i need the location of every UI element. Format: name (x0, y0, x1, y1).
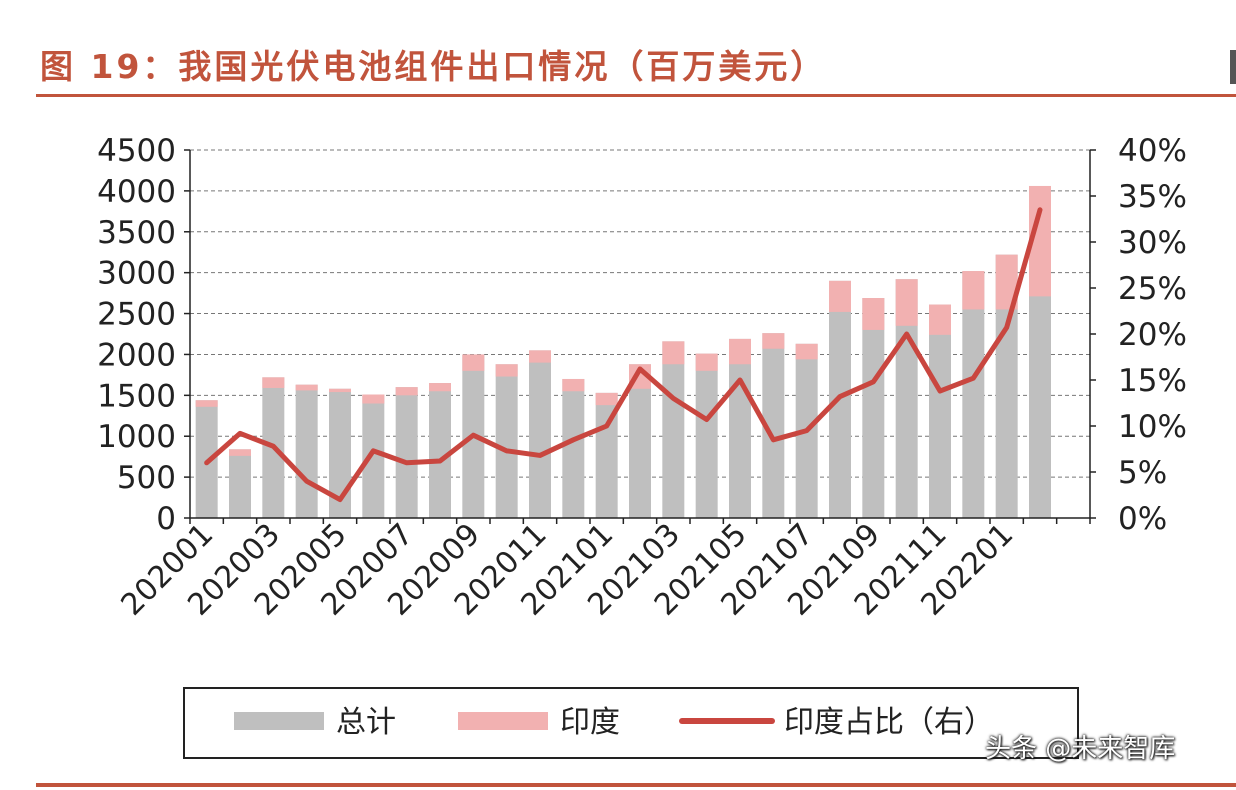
y-right-tick-label: 5% (1118, 455, 1167, 491)
bar-india (862, 298, 885, 330)
y-left-tick-label: 3000 (97, 256, 176, 292)
corner-mark (1230, 50, 1236, 84)
bar-total (862, 298, 885, 518)
bar-india (695, 353, 718, 371)
bar-india (295, 384, 318, 391)
bar-india (329, 388, 351, 393)
bar-total (562, 378, 585, 518)
y-left-tick-label: 0 (156, 501, 176, 537)
y-right-tick-label: 15% (1118, 363, 1187, 399)
legend: 总计 印度 印度占比（右） (183, 687, 1079, 759)
y-left-tick-label: 3500 (97, 215, 176, 251)
line-series (204, 207, 1043, 503)
bar-total (395, 387, 418, 518)
y-right-tick-label: 25% (1118, 271, 1187, 307)
bar-india (895, 279, 918, 326)
bottom-divider (36, 783, 1236, 787)
legend-label-total: 总计 (336, 705, 396, 740)
bar-total (995, 254, 1018, 519)
bar-series (195, 185, 1051, 519)
bar-total (495, 364, 518, 518)
y-right-tick-label: 0% (1118, 501, 1167, 537)
y-right-tick-label: 40% (1118, 133, 1187, 169)
y-left-tick-label: 2500 (97, 297, 176, 333)
bar-total (695, 353, 718, 518)
y-left-tick-label: 4000 (97, 174, 176, 210)
bar-india (962, 271, 985, 310)
bar-total (729, 338, 751, 518)
bar-india (829, 280, 851, 312)
bar-total (195, 400, 218, 518)
bar-india (529, 350, 551, 363)
y-left-tick-label: 2000 (97, 337, 176, 373)
bar-india (462, 354, 485, 371)
y-right-tick-label: 35% (1118, 179, 1187, 215)
line-india-share (204, 207, 1043, 503)
bar-total (529, 350, 551, 518)
bar-india (362, 394, 385, 404)
chart-title: 图 19：我国光伏电池组件出口情况（百万美元） (40, 47, 827, 86)
legend-swatch-total (234, 712, 324, 730)
y-right-tick-label: 30% (1118, 225, 1187, 261)
bar-total (629, 364, 651, 518)
bar-india (1029, 185, 1051, 297)
y-left-tick-label: 500 (117, 460, 176, 496)
bar-india (795, 343, 818, 360)
bar-total (929, 304, 951, 518)
bar-india (995, 254, 1018, 310)
watermark: 头条 @未来智库 (985, 734, 1176, 764)
bar-total (595, 392, 618, 518)
bar-india (495, 364, 518, 377)
bar-total (962, 271, 985, 518)
y-right-tick-label: 10% (1118, 409, 1187, 445)
bar-total (229, 449, 251, 518)
bar-india (395, 387, 418, 396)
bar-india (562, 378, 585, 392)
bar-india (429, 383, 451, 392)
bar-total (662, 341, 685, 518)
bar-total (362, 394, 385, 518)
y-left-tick-label: 1000 (97, 419, 176, 455)
bar-india (595, 392, 618, 406)
bar-total (762, 333, 785, 518)
bar-total (295, 384, 318, 518)
y-left-tick-label: 4500 (97, 133, 176, 169)
legend-frame (183, 687, 1079, 759)
legend-swatch-india (458, 712, 548, 730)
bar-total (429, 383, 451, 518)
y-right-tick-label: 20% (1118, 317, 1187, 353)
legend-label-india: 印度 (560, 705, 620, 740)
bar-india (262, 377, 285, 388)
y-left-tick-label: 1500 (97, 378, 176, 414)
bar-india (229, 449, 251, 456)
bar-india (662, 341, 685, 365)
bar-india (762, 333, 785, 349)
bar-india (729, 338, 751, 365)
bar-india (195, 400, 218, 407)
title-divider (36, 94, 1236, 97)
legend-label-share: 印度占比（右） (784, 705, 994, 740)
bar-india (929, 304, 951, 335)
bar-total (329, 388, 351, 518)
